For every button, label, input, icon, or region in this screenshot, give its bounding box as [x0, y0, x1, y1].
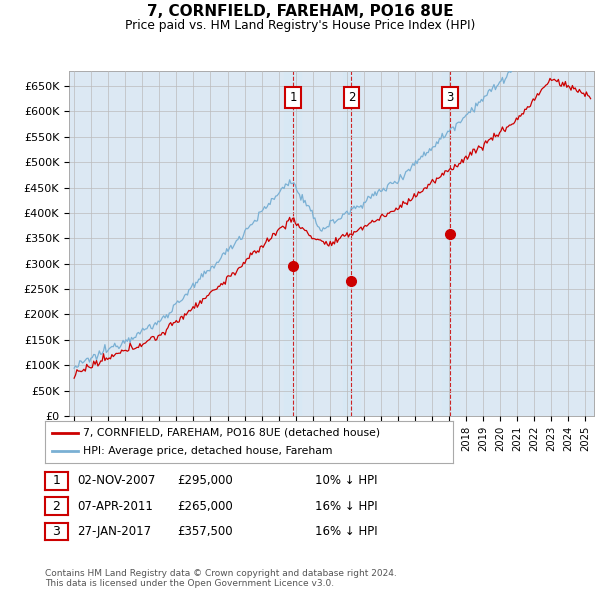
Text: 1: 1 [289, 91, 297, 104]
Text: £295,000: £295,000 [177, 474, 233, 487]
Text: 3: 3 [52, 525, 61, 538]
Text: 07-APR-2011: 07-APR-2011 [77, 500, 152, 513]
Text: 02-NOV-2007: 02-NOV-2007 [77, 474, 155, 487]
Text: HPI: Average price, detached house, Fareham: HPI: Average price, detached house, Fare… [83, 446, 332, 456]
Text: 16% ↓ HPI: 16% ↓ HPI [315, 500, 377, 513]
Bar [284, 71, 301, 416]
Text: 16% ↓ HPI: 16% ↓ HPI [315, 525, 377, 538]
Text: 10% ↓ HPI: 10% ↓ HPI [315, 474, 377, 487]
Text: Contains HM Land Registry data © Crown copyright and database right 2024.
This d: Contains HM Land Registry data © Crown c… [45, 569, 397, 588]
Text: 2: 2 [52, 500, 61, 513]
Bar [442, 71, 459, 416]
Text: 27-JAN-2017: 27-JAN-2017 [77, 525, 151, 538]
Text: £265,000: £265,000 [177, 500, 233, 513]
Text: 2: 2 [347, 91, 355, 104]
Text: 7, CORNFIELD, FAREHAM, PO16 8UE: 7, CORNFIELD, FAREHAM, PO16 8UE [146, 4, 454, 19]
Text: 3: 3 [446, 91, 454, 104]
Bar [343, 71, 360, 416]
Text: 1: 1 [52, 474, 61, 487]
Text: £357,500: £357,500 [177, 525, 233, 538]
Text: Price paid vs. HM Land Registry's House Price Index (HPI): Price paid vs. HM Land Registry's House … [125, 19, 475, 32]
Text: 7, CORNFIELD, FAREHAM, PO16 8UE (detached house): 7, CORNFIELD, FAREHAM, PO16 8UE (detache… [83, 428, 380, 438]
